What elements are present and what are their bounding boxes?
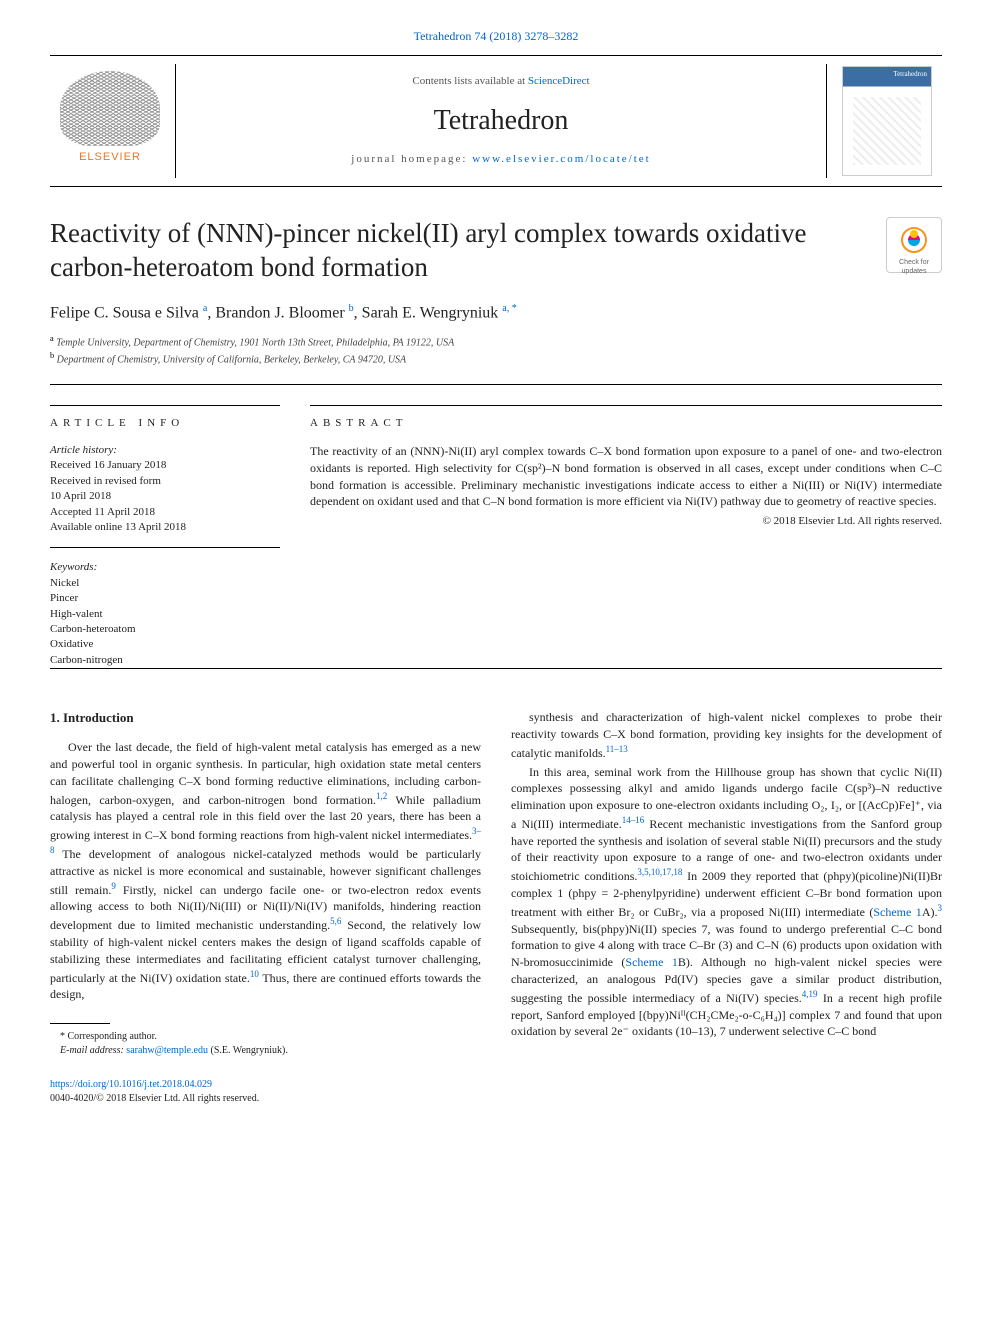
abstract-label: ABSTRACT <box>310 416 942 431</box>
scheme-link[interactable]: Scheme 1 <box>873 905 921 919</box>
history-list: Received 16 January 2018Received in revi… <box>50 458 280 535</box>
title-block: Reactivity of (NNN)-pincer nickel(II) ar… <box>50 217 942 285</box>
bottom-meta: https://doi.org/10.1016/j.tet.2018.04.02… <box>50 1078 942 1106</box>
author-name: , Brandon J. Bloomer <box>207 305 348 322</box>
keywords-label: Keywords: <box>50 560 280 575</box>
contents-text: Contents lists available at <box>412 75 527 87</box>
author-affil-marker: a, * <box>502 303 516 314</box>
history-item: Accepted 11 April 2018 <box>50 505 280 520</box>
journal-citation: Tetrahedron 74 (2018) 3278–3282 <box>0 0 992 55</box>
body-paragraph: In this area, seminal work from the Hill… <box>511 764 942 1041</box>
corresponding-author-note: * Corresponding author. <box>50 1030 481 1044</box>
info-divider <box>50 547 280 548</box>
affiliation-line: b Department of Chemistry, University of… <box>50 350 942 367</box>
body-columns: 1. Introduction Over the last decade, th… <box>50 709 942 1058</box>
keywords-list: NickelPincerHigh-valentCarbon-heteroatom… <box>50 576 280 668</box>
affiliations: a Temple University, Department of Chemi… <box>50 333 942 368</box>
column-right: synthesis and characterization of high-v… <box>511 709 942 1058</box>
header-center: Contents lists available at ScienceDirec… <box>175 64 827 178</box>
scheme-link[interactable]: Scheme 1 <box>625 955 677 969</box>
homepage-link[interactable]: www.elsevier.com/locate/tet <box>472 153 651 165</box>
col2-paragraphs: synthesis and characterization of high-v… <box>511 709 942 1040</box>
article-info-label: ARTICLE INFO <box>50 416 280 431</box>
body-paragraph: Over the last decade, the field of high-… <box>50 739 481 1003</box>
abstract-copyright: © 2018 Elsevier Ltd. All rights reserved… <box>310 514 942 529</box>
reference-citation[interactable]: 4,19 <box>802 989 818 999</box>
reference-citation[interactable]: 14–16 <box>622 815 645 825</box>
reference-citation[interactable]: 3,5,10,17,18 <box>637 867 682 877</box>
article-title: Reactivity of (NNN)-pincer nickel(II) ar… <box>50 217 942 285</box>
affiliation-line: a Temple University, Department of Chemi… <box>50 333 942 350</box>
reference-citation[interactable]: 11–13 <box>606 744 628 754</box>
history-item: 10 April 2018 <box>50 489 280 504</box>
elsevier-logo: ELSEVIER <box>60 71 160 171</box>
journal-homepage-line: journal homepage: www.elsevier.com/locat… <box>196 152 806 167</box>
publisher-name: ELSEVIER <box>60 150 160 165</box>
history-item: Received 16 January 2018 <box>50 458 280 473</box>
abstract-block: ABSTRACT The reactivity of an (NNN)-Ni(I… <box>310 405 942 668</box>
reference-citation[interactable]: 5,6 <box>330 916 341 926</box>
abstract-text: The reactivity of an (NNN)-Ni(II) aryl c… <box>310 443 942 510</box>
divider-rule-2 <box>50 668 942 669</box>
keyword-item: Carbon-nitrogen <box>50 653 280 668</box>
reference-citation[interactable]: 10 <box>250 969 259 979</box>
email-line: E-mail address: sarahw@temple.edu (S.E. … <box>50 1044 481 1058</box>
check-updates-badge[interactable]: Check for updates <box>886 217 942 273</box>
homepage-label: journal homepage: <box>351 153 472 165</box>
updates-badge-label: Check for updates <box>887 258 941 278</box>
journal-cover-thumbnail <box>842 66 932 176</box>
updates-icon <box>900 226 928 254</box>
history-label: Article history: <box>50 443 280 458</box>
author-name: , Sarah E. Wengryniuk <box>354 305 503 322</box>
reference-citation[interactable]: 1,2 <box>376 791 387 801</box>
elsevier-tree-icon <box>60 71 160 146</box>
sciencedirect-link[interactable]: ScienceDirect <box>528 75 590 87</box>
authors-line: Felipe C. Sousa e Silva a, Brandon J. Bl… <box>50 302 942 325</box>
doi-link[interactable]: https://doi.org/10.1016/j.tet.2018.04.02… <box>50 1079 212 1090</box>
issn-copyright: 0040-4020/© 2018 Elsevier Ltd. All right… <box>50 1092 942 1106</box>
keyword-item: High-valent <box>50 607 280 622</box>
info-abstract-row: ARTICLE INFO Article history: Received 1… <box>50 385 942 668</box>
keyword-item: Oxidative <box>50 637 280 652</box>
keyword-item: Carbon-heteroatom <box>50 622 280 637</box>
author-name: Felipe C. Sousa e Silva <box>50 305 203 322</box>
affiliation-marker: a <box>50 334 54 343</box>
article-info-block: ARTICLE INFO Article history: Received 1… <box>50 405 280 668</box>
col1-paragraphs: Over the last decade, the field of high-… <box>50 739 481 1003</box>
email-label: E-mail address: <box>60 1045 126 1056</box>
affiliation-marker: b <box>50 351 54 360</box>
contents-lists-line: Contents lists available at ScienceDirec… <box>196 74 806 89</box>
history-item: Available online 13 April 2018 <box>50 520 280 535</box>
keyword-item: Nickel <box>50 576 280 591</box>
journal-name: Tetrahedron <box>196 101 806 140</box>
introduction-heading: 1. Introduction <box>50 709 481 727</box>
column-left: 1. Introduction Over the last decade, th… <box>50 709 481 1058</box>
reference-citation[interactable]: 3 <box>937 903 942 913</box>
journal-header: ELSEVIER Contents lists available at Sci… <box>50 55 942 187</box>
email-suffix: (S.E. Wengryniuk). <box>208 1045 288 1056</box>
body-paragraph: synthesis and characterization of high-v… <box>511 709 942 761</box>
reference-citation[interactable]: 3–8 <box>50 826 481 855</box>
reference-citation[interactable]: 9 <box>111 881 116 891</box>
history-item: Received in revised form <box>50 474 280 489</box>
keyword-item: Pincer <box>50 591 280 606</box>
footnote-rule <box>50 1023 110 1024</box>
corresponding-email-link[interactable]: sarahw@temple.edu <box>126 1045 208 1056</box>
